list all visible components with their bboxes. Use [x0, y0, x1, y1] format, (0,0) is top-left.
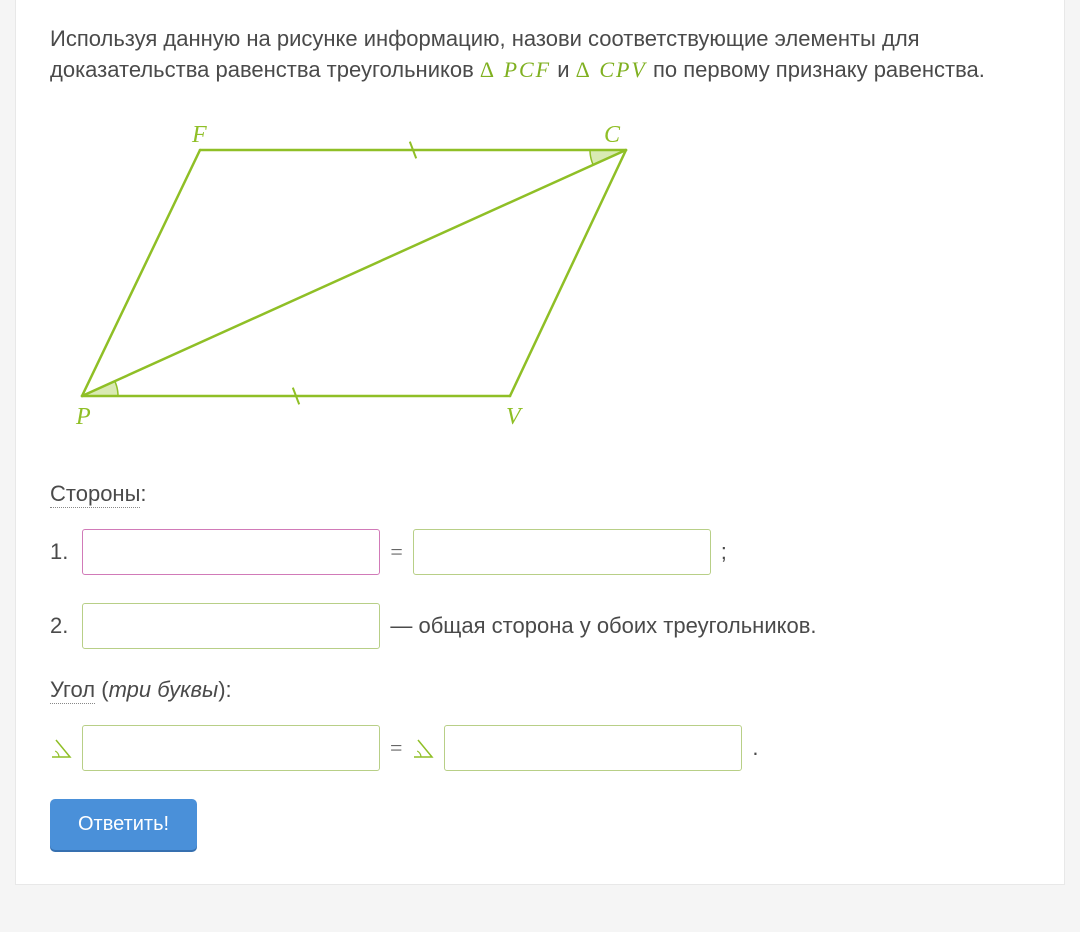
semicolon: ;: [721, 539, 727, 565]
angle-1-input[interactable]: [82, 725, 380, 771]
sides-heading: Стороны:: [50, 481, 1030, 507]
row-number-1: 1.: [50, 539, 68, 565]
side-2-input[interactable]: [82, 603, 380, 649]
angle-icon: [412, 737, 434, 759]
equals-sign-angle: =: [390, 735, 402, 761]
problem-card: Используя данную на рисунке информацию, …: [15, 0, 1065, 885]
problem-and: и: [557, 57, 575, 82]
problem-statement: Используя данную на рисунке информацию, …: [50, 24, 1030, 86]
angle-2-input[interactable]: [444, 725, 742, 771]
angle-row: = .: [50, 725, 1030, 771]
geometry-diagram: P V F C: [50, 106, 1030, 451]
svg-text:P: P: [75, 404, 91, 430]
svg-text:F: F: [191, 122, 207, 148]
sides-row-2: 2. — общая сторона у обоих треугольников…: [50, 603, 1030, 649]
svg-text:V: V: [506, 404, 523, 430]
triangle-1: Δ PCF: [480, 57, 551, 82]
row-number-2: 2.: [50, 613, 68, 639]
common-side-text: — общая сторона у обоих треугольников.: [390, 613, 816, 639]
sides-row-1: 1. = ;: [50, 529, 1030, 575]
side-1a-input[interactable]: [82, 529, 380, 575]
angle-icon: [50, 737, 72, 759]
period: .: [752, 735, 758, 761]
svg-text:C: C: [604, 122, 621, 148]
equals-sign: =: [390, 539, 402, 565]
triangle-2: Δ CPV: [576, 57, 647, 82]
angle-heading: Угол (три буквы):: [50, 677, 1030, 703]
side-1b-input[interactable]: [413, 529, 711, 575]
submit-button[interactable]: Ответить!: [50, 799, 197, 850]
problem-text-after: по первому признаку равенства.: [653, 57, 985, 82]
